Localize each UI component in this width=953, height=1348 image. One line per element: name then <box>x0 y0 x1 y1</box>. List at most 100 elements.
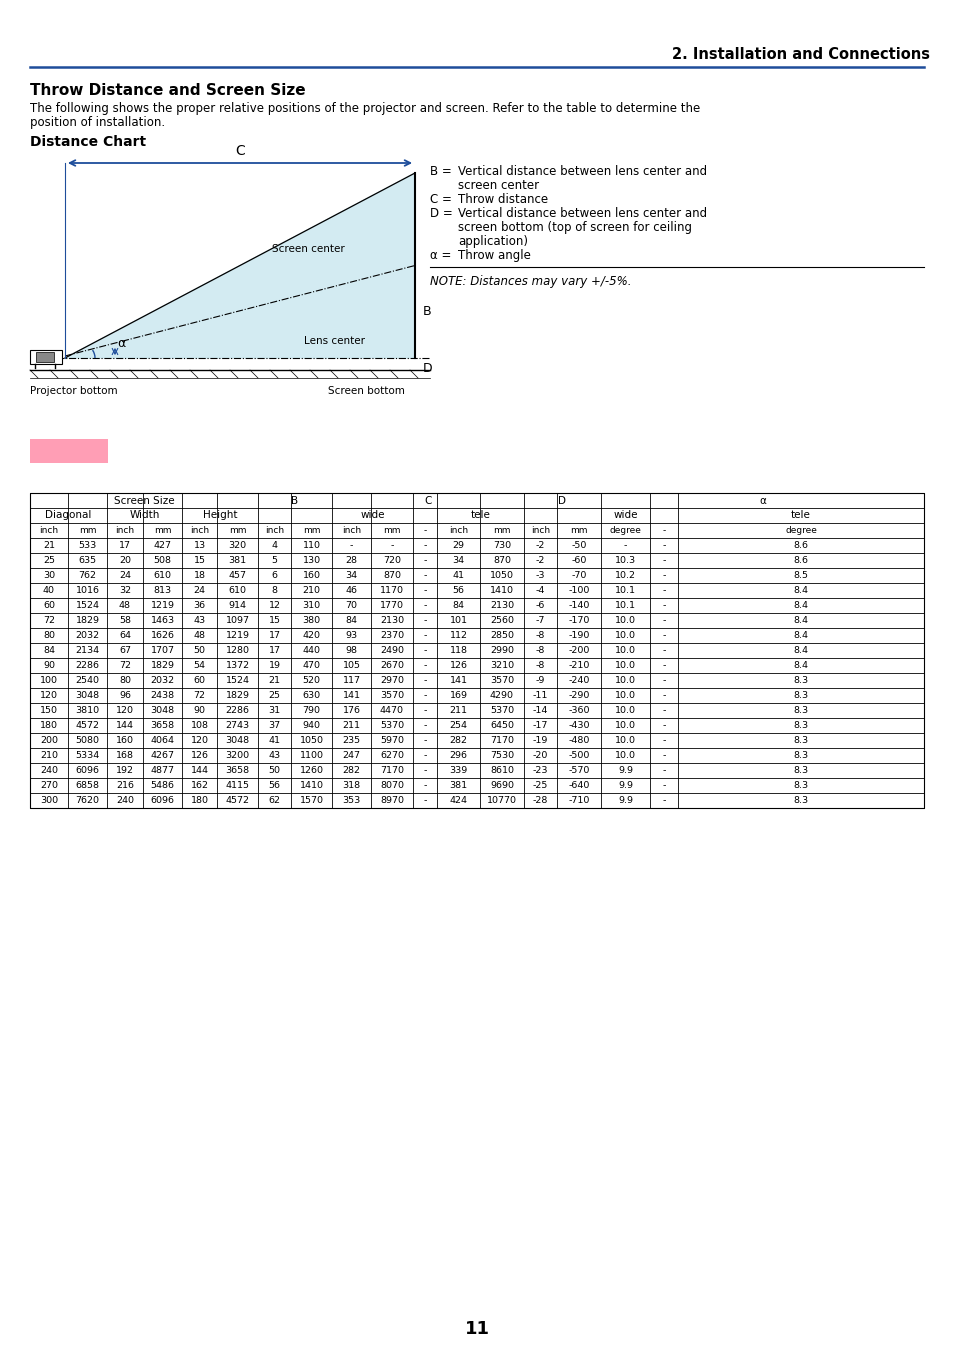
Text: -: - <box>661 586 665 594</box>
Text: 29: 29 <box>452 541 464 550</box>
Text: 8.3: 8.3 <box>793 706 808 714</box>
Text: 17: 17 <box>119 541 131 550</box>
Text: 2743: 2743 <box>225 721 250 731</box>
Text: -: - <box>423 766 426 775</box>
Text: mm: mm <box>570 526 587 535</box>
Text: 3658: 3658 <box>151 721 174 731</box>
Text: 141: 141 <box>342 692 360 700</box>
Text: -500: -500 <box>568 751 589 760</box>
Text: D: D <box>558 496 566 506</box>
Text: 62: 62 <box>268 797 280 805</box>
Text: 96: 96 <box>119 692 131 700</box>
Text: 36: 36 <box>193 601 205 611</box>
Text: 9690: 9690 <box>490 780 514 790</box>
Text: -: - <box>390 541 394 550</box>
Text: 610: 610 <box>229 586 246 594</box>
Text: 8.4: 8.4 <box>793 616 807 625</box>
Text: Throw Distance and Screen Size: Throw Distance and Screen Size <box>30 84 305 98</box>
Text: -9: -9 <box>536 675 544 685</box>
Text: 6096: 6096 <box>151 797 174 805</box>
Text: mm: mm <box>493 526 510 535</box>
Text: inch: inch <box>341 526 360 535</box>
Text: -360: -360 <box>568 706 589 714</box>
Text: 8.5: 8.5 <box>793 572 807 580</box>
Text: 8.4: 8.4 <box>793 601 807 611</box>
Text: Height: Height <box>203 511 237 520</box>
Text: 25: 25 <box>268 692 280 700</box>
Text: Width: Width <box>130 511 159 520</box>
Text: 70: 70 <box>345 601 357 611</box>
Text: 247: 247 <box>342 751 360 760</box>
Text: 630: 630 <box>302 692 320 700</box>
Text: 10770: 10770 <box>486 797 517 805</box>
Text: 720: 720 <box>382 555 400 565</box>
Text: 2032: 2032 <box>75 631 99 640</box>
Text: 8.3: 8.3 <box>793 736 808 745</box>
Text: -: - <box>423 555 426 565</box>
Text: 54: 54 <box>193 661 205 670</box>
Text: 72: 72 <box>119 661 131 670</box>
Text: Distance Chart: Distance Chart <box>30 135 146 150</box>
Text: 80: 80 <box>119 675 131 685</box>
Text: -: - <box>661 797 665 805</box>
Text: 3570: 3570 <box>490 675 514 685</box>
Text: -23: -23 <box>532 766 548 775</box>
Text: degree: degree <box>784 526 816 535</box>
Text: 2540: 2540 <box>75 675 99 685</box>
Text: 533: 533 <box>78 541 96 550</box>
Text: -: - <box>423 631 426 640</box>
Text: 1829: 1829 <box>151 661 174 670</box>
Text: 32: 32 <box>119 586 131 594</box>
Text: 3048: 3048 <box>225 736 250 745</box>
Text: -: - <box>423 646 426 655</box>
Text: 380: 380 <box>302 616 320 625</box>
Text: 15: 15 <box>193 555 205 565</box>
Text: 424: 424 <box>449 797 467 805</box>
Text: inch: inch <box>115 526 134 535</box>
Text: -: - <box>423 601 426 611</box>
Text: -640: -640 <box>568 780 589 790</box>
Text: 2670: 2670 <box>379 661 403 670</box>
Text: 8.4: 8.4 <box>793 661 807 670</box>
Text: 5970: 5970 <box>379 736 403 745</box>
Text: 8.3: 8.3 <box>793 692 808 700</box>
Text: -2: -2 <box>536 541 544 550</box>
Text: 1463: 1463 <box>151 616 174 625</box>
Text: 180: 180 <box>40 721 58 731</box>
Text: -290: -290 <box>568 692 589 700</box>
Text: 120: 120 <box>116 706 133 714</box>
Text: tele: tele <box>790 511 810 520</box>
Text: 144: 144 <box>116 721 133 731</box>
Text: 4064: 4064 <box>151 736 174 745</box>
Text: 1219: 1219 <box>151 601 174 611</box>
Text: 46: 46 <box>345 586 357 594</box>
Text: 8.3: 8.3 <box>793 766 808 775</box>
Text: 318: 318 <box>342 780 360 790</box>
Text: 41: 41 <box>452 572 464 580</box>
Text: 730: 730 <box>493 541 511 550</box>
Text: 8970: 8970 <box>379 797 403 805</box>
Text: 2370: 2370 <box>379 631 404 640</box>
Text: Screen center: Screen center <box>272 244 345 253</box>
Text: 235: 235 <box>342 736 360 745</box>
Text: 2990: 2990 <box>490 646 514 655</box>
Text: -: - <box>661 751 665 760</box>
Text: 762: 762 <box>78 572 96 580</box>
Text: 282: 282 <box>342 766 360 775</box>
Text: 60: 60 <box>193 675 205 685</box>
Text: -8: -8 <box>536 646 544 655</box>
Text: 84: 84 <box>43 646 55 655</box>
Text: -: - <box>661 631 665 640</box>
Text: -: - <box>623 541 626 550</box>
Text: -190: -190 <box>568 631 589 640</box>
Text: C: C <box>234 144 245 158</box>
Text: 300: 300 <box>40 797 58 805</box>
Text: -: - <box>423 706 426 714</box>
Text: 211: 211 <box>449 706 467 714</box>
Text: -60: -60 <box>571 555 586 565</box>
Text: 56: 56 <box>268 780 280 790</box>
Text: inch: inch <box>265 526 284 535</box>
Text: Vertical distance between lens center and: Vertical distance between lens center an… <box>457 164 706 178</box>
Text: -19: -19 <box>533 736 548 745</box>
Text: inch: inch <box>531 526 550 535</box>
